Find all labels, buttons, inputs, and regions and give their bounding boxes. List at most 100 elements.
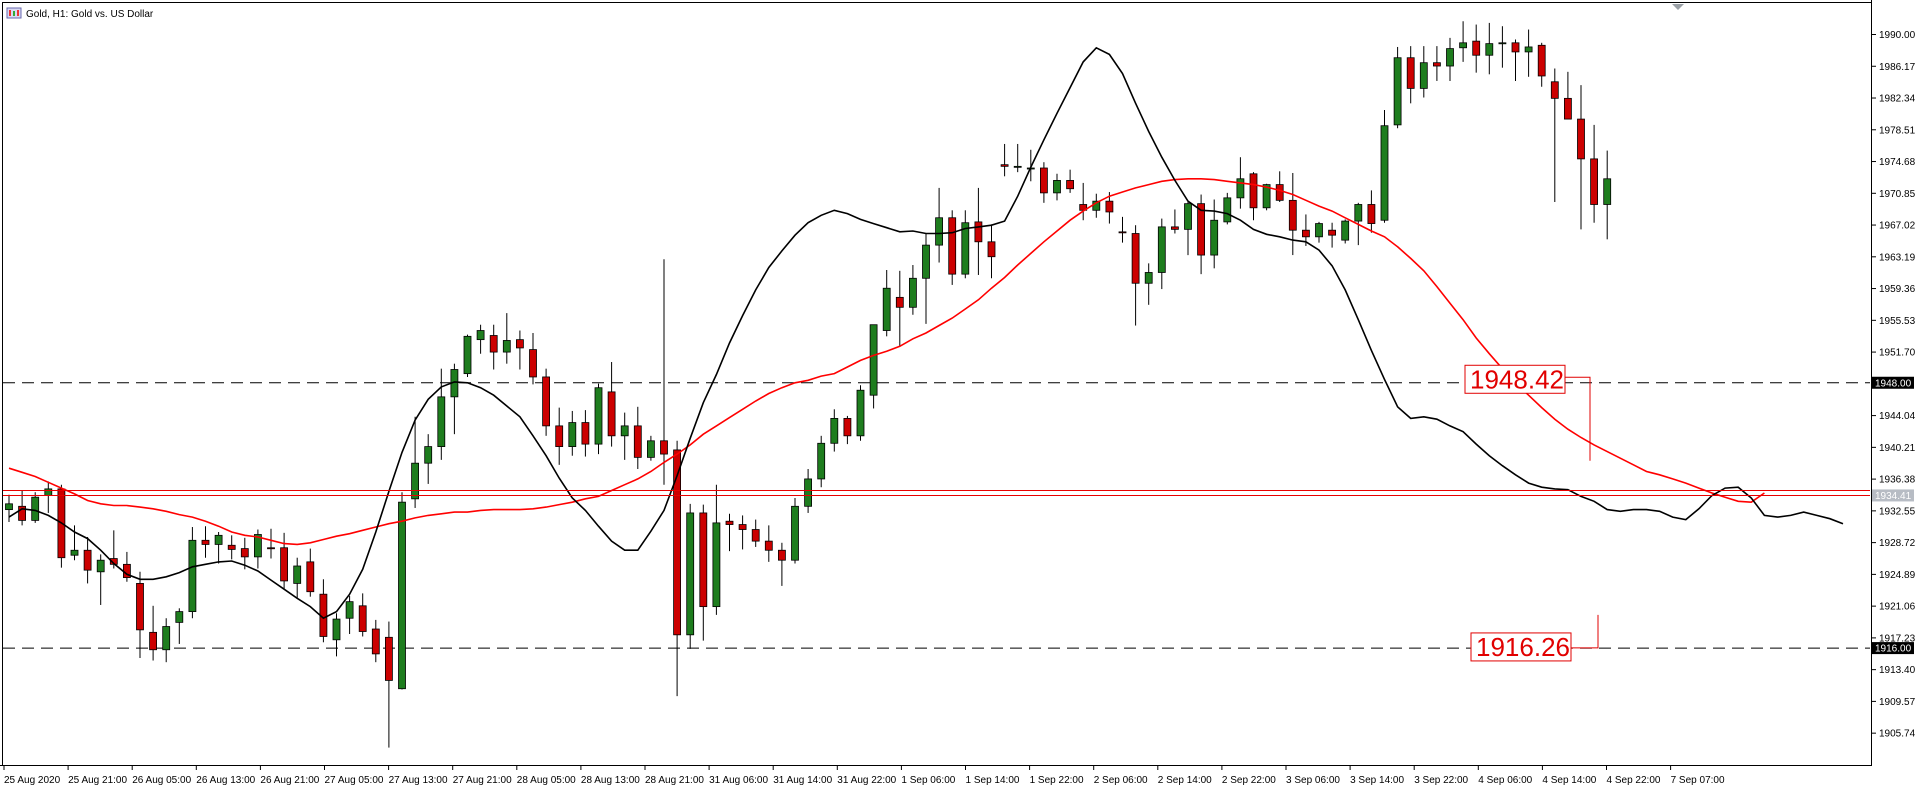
- candle: [424, 434, 433, 484]
- candle: [398, 492, 406, 690]
- candle: [1013, 143, 1022, 173]
- candle-body: [869, 324, 878, 396]
- candle: [1550, 68, 1559, 202]
- time-tick-label: 4 Sep 06:00: [1478, 775, 1532, 786]
- candle: [1131, 225, 1140, 326]
- candle-body: [1249, 173, 1258, 209]
- candle: [1105, 192, 1114, 224]
- slow-moving-average-line: [8, 178, 1765, 546]
- candle: [922, 233, 930, 324]
- candle-body: [70, 549, 79, 556]
- candle: [149, 605, 158, 661]
- time-tick-label: 28 Aug 13:00: [581, 775, 640, 786]
- candle: [607, 362, 616, 447]
- candle-body: [725, 520, 734, 525]
- candle: [1524, 29, 1533, 77]
- price-tick-label: 1932.55: [1879, 506, 1916, 517]
- candle: [1393, 46, 1402, 129]
- candle: [1380, 109, 1389, 223]
- time-tick-label: 1 Sep 22:00: [1030, 775, 1084, 786]
- candle: [764, 525, 773, 562]
- candle: [1262, 183, 1271, 211]
- candle: [1498, 26, 1507, 68]
- candle: [437, 368, 446, 460]
- price-tick-label: 1967.02: [1879, 221, 1916, 232]
- time-tick-label: 28 Aug 21:00: [645, 775, 704, 786]
- candle-body: [909, 277, 917, 308]
- candle: [882, 269, 891, 337]
- candle: [57, 484, 66, 568]
- candle: [1406, 46, 1415, 104]
- price-tick-label: 1990.00: [1879, 30, 1916, 41]
- candle: [843, 415, 852, 445]
- candle-body: [1000, 164, 1009, 167]
- candle: [502, 313, 511, 364]
- candle: [136, 571, 144, 659]
- candle: [31, 492, 40, 523]
- candle: [1577, 85, 1585, 230]
- candle-body: [1564, 97, 1572, 120]
- low-callout-box: [1470, 632, 1572, 662]
- level-price-label: 1916.00: [1875, 644, 1912, 655]
- candle-body: [699, 512, 708, 608]
- time-tick-label: 2 Sep 22:00: [1222, 775, 1276, 786]
- candle-body: [214, 534, 223, 545]
- candle-body: [1537, 44, 1546, 77]
- candle-body: [1157, 226, 1166, 273]
- candle-body: [1302, 229, 1310, 238]
- current-price-box: [1872, 489, 1914, 502]
- candle: [280, 532, 289, 590]
- candle: [1433, 46, 1441, 81]
- candle: [1328, 222, 1336, 248]
- candle: [791, 498, 799, 564]
- candle: [358, 593, 367, 637]
- candle: [1288, 172, 1297, 256]
- candle: [489, 324, 498, 370]
- candle-body: [1236, 178, 1245, 199]
- low-callout-leader: [1571, 614, 1599, 649]
- candle: [463, 334, 472, 377]
- time-tick-label: 27 Aug 05:00: [325, 775, 384, 786]
- time-tick-label: 7 Sep 07:00: [1671, 775, 1725, 786]
- symbol-icon-bar-3: [17, 10, 19, 16]
- low-callout-label: 1916.26: [1476, 632, 1570, 662]
- candle: [647, 435, 655, 461]
- candle-body: [227, 544, 236, 550]
- candle-body: [922, 244, 930, 279]
- candle-body: [1288, 199, 1297, 231]
- candle: [581, 410, 590, 457]
- candle-body: [1328, 229, 1336, 236]
- candle-body: [974, 221, 983, 243]
- candle-body: [712, 522, 721, 608]
- candle-body: [1275, 184, 1284, 201]
- horizontal-levels: 1948.00 1916.00: [3, 376, 1914, 655]
- level-price-box: [1872, 376, 1914, 389]
- candle-body: [987, 241, 996, 258]
- candle-body: [555, 425, 564, 448]
- candle: [1367, 190, 1376, 233]
- candle-body: [1446, 48, 1454, 67]
- candle-body: [411, 462, 420, 500]
- candle-body: [1380, 125, 1389, 221]
- time-tick-label: 3 Sep 22:00: [1414, 775, 1468, 786]
- candle-body: [175, 611, 184, 623]
- candle-body: [18, 505, 27, 521]
- scroll-marker-icon[interactable]: [1672, 4, 1684, 10]
- candle: [594, 383, 603, 455]
- candle: [1537, 42, 1546, 87]
- candle-body: [463, 335, 472, 375]
- high-callout-leader: [1565, 376, 1591, 461]
- candle: [240, 537, 249, 570]
- candle-body: [1066, 180, 1074, 190]
- candle: [214, 532, 223, 564]
- candle-body: [830, 418, 839, 444]
- candlesticks: [5, 21, 1612, 748]
- candle-body: [332, 618, 341, 641]
- candle-body: [542, 376, 550, 427]
- candle: [830, 409, 839, 452]
- candle: [188, 527, 197, 619]
- candle-body: [791, 505, 799, 561]
- candle-body: [620, 425, 629, 437]
- candle: [961, 210, 970, 279]
